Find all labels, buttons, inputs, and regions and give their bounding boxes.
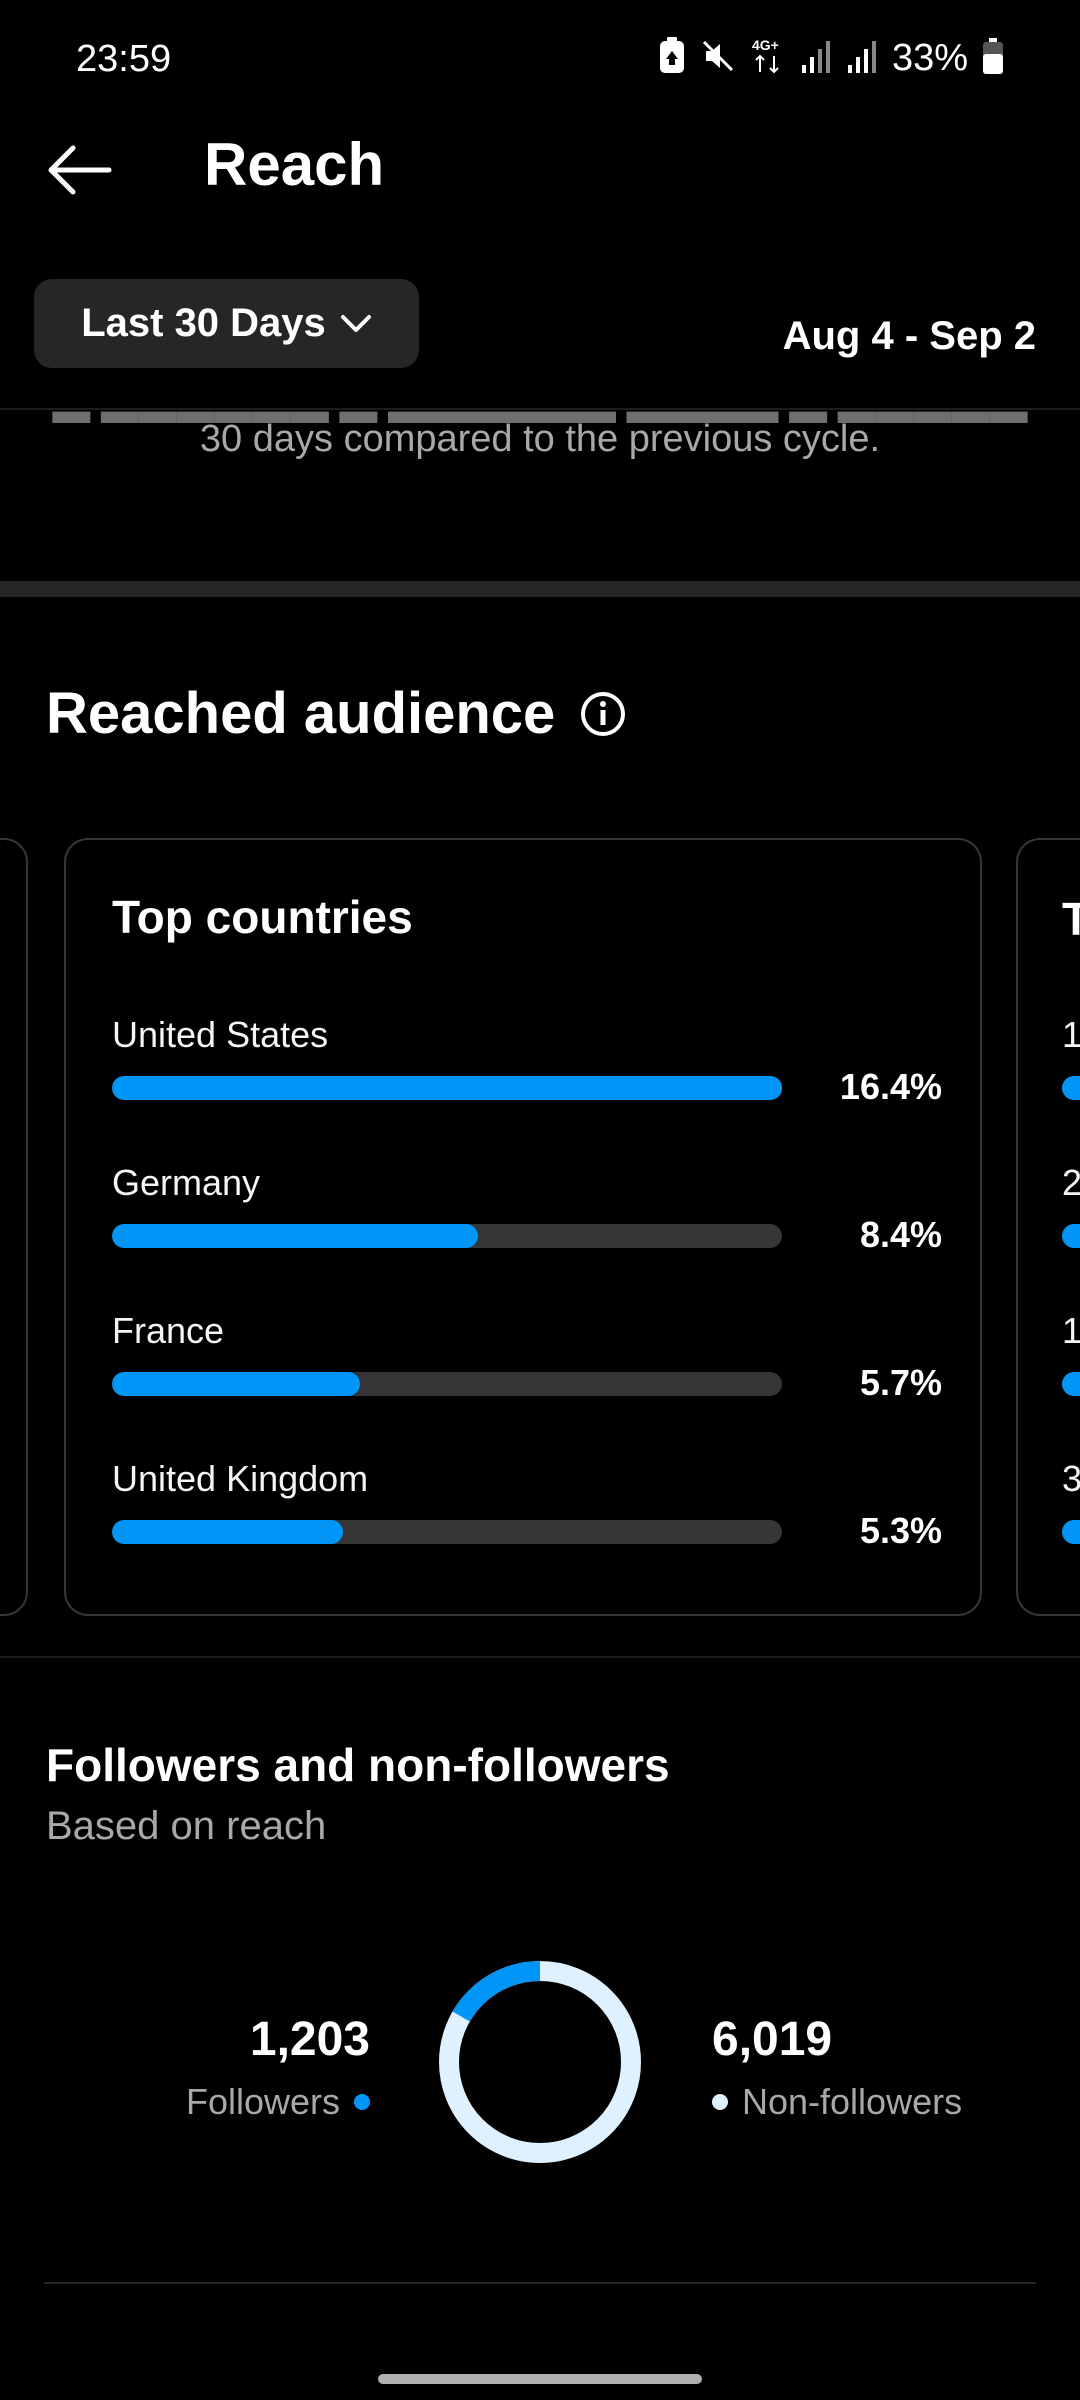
- scrolled-text-clip: ▬ ▬▬▬▬▬▬ ▬ ▬▬▬▬▬▬ ▬▬▬▬ ▬ ▬▬▬▬▬: [0, 410, 1080, 434]
- bottom-divider: [44, 2282, 1036, 2284]
- battery-percent: 33%: [891, 37, 968, 79]
- back-button[interactable]: [44, 134, 116, 206]
- previous-card-edge[interactable]: [0, 838, 28, 1616]
- svg-text:4G+: 4G+: [752, 37, 779, 53]
- country-bar-track: [112, 1520, 782, 1544]
- next-card-bar-peek: [1062, 1372, 1080, 1396]
- followers-label: Followers: [185, 2081, 340, 2122]
- country-name: United States: [112, 1014, 329, 1055]
- followers-dot-icon: [354, 2094, 370, 2110]
- country-percent: 5.7%: [859, 1362, 942, 1403]
- non-followers-stat: 6,019 Non-followers: [712, 2012, 962, 2123]
- country-name: France: [112, 1310, 225, 1351]
- top-countries-card[interactable]: Top countries United States 16.4% Germany 8…: [64, 838, 982, 1616]
- next-card-row-peek: 3: [1062, 1458, 1080, 1500]
- non-followers-count: 6,019: [712, 2013, 833, 2066]
- country-bar-track: [112, 1224, 782, 1248]
- non-followers-label: Non-followers: [742, 2081, 963, 2122]
- status-time: 23:59: [76, 38, 172, 80]
- followers-stat: 1,203 Followers: [186, 2012, 370, 2123]
- next-card-bar-peek: [1062, 1224, 1080, 1248]
- country-name: United Kingdom: [112, 1458, 369, 1499]
- followers-section-subtitle: Based on reach: [46, 1804, 327, 1848]
- country-bar-track: [112, 1076, 782, 1100]
- signal-icon: [800, 39, 832, 78]
- info-icon[interactable]: [579, 690, 627, 738]
- country-percent: 5.3%: [859, 1510, 942, 1551]
- status-icons: 4G+ 33%: [658, 36, 1004, 81]
- date-range-dropdown[interactable]: Last 30 Days: [34, 279, 419, 368]
- header-divider: [0, 408, 1080, 410]
- chevron-down-icon: [340, 314, 371, 332]
- section-divider: [0, 581, 1080, 597]
- country-row: Germany 8.4%: [112, 1162, 942, 1272]
- page-title: Reach: [204, 131, 385, 198]
- scrolled-text-remnant: ▬ ▬▬▬▬▬▬ ▬ ▬▬▬▬▬▬ ▬▬▬▬ ▬ ▬▬▬▬▬: [52, 410, 1028, 432]
- reached-audience-title: Reached audience: [46, 681, 556, 746]
- mid-divider: [0, 1656, 1080, 1658]
- country-percent: 16.4%: [839, 1066, 942, 1107]
- battery-icon: [982, 38, 1004, 79]
- country-row: United States 16.4%: [112, 1014, 942, 1124]
- non-followers-legend: Non-followers: [712, 2081, 962, 2123]
- next-card-bar-peek: [1062, 1520, 1080, 1544]
- arrow-left-icon: [48, 145, 112, 195]
- country-name: Germany: [112, 1162, 261, 1203]
- battery-saver-icon: [658, 37, 686, 80]
- home-indicator[interactable]: [378, 2374, 702, 2384]
- next-card-bar-peek: [1062, 1076, 1080, 1100]
- followers-count: 1,203: [249, 2013, 370, 2066]
- next-card-row-peek: 1: [1062, 1310, 1080, 1352]
- country-bar-track: [112, 1372, 782, 1396]
- reach-description: 30 days compared to the previous cycle.: [199, 418, 881, 460]
- next-card-row-peek: 1: [1062, 1014, 1080, 1056]
- followers-section-title: Followers and non-followers: [46, 1739, 670, 1791]
- mute-icon: [700, 38, 736, 79]
- country-row: United Kingdom 5.3%: [112, 1458, 942, 1568]
- donut-followers-segment: [439, 1961, 641, 2163]
- country-bar-fill: [112, 1224, 478, 1248]
- status-bar: 23:59 4G+ 33%: [0, 0, 1080, 120]
- country-bar-fill: [112, 1076, 782, 1100]
- next-card-edge[interactable]: T 1 2 1 3: [1016, 838, 1080, 1616]
- network-4g-icon: 4G+: [750, 36, 786, 81]
- non-followers-dot-icon: [712, 2094, 728, 2110]
- top-countries-title: Top countries: [112, 891, 413, 943]
- date-range-dropdown-label: Last 30 Days: [81, 301, 326, 345]
- next-card-title-peek: T: [1062, 892, 1080, 946]
- country-row: France 5.7%: [112, 1310, 942, 1420]
- country-bar-fill: [112, 1520, 343, 1544]
- reached-audience-heading: Reached audience: [46, 680, 627, 747]
- followers-legend: Followers: [186, 2081, 370, 2123]
- next-card-row-peek: 2: [1062, 1162, 1080, 1204]
- followers-donut-chart: [439, 1961, 641, 2163]
- country-bar-fill: [112, 1372, 361, 1396]
- country-percent: 8.4%: [859, 1214, 942, 1255]
- date-range-text: Aug 4 - Sep 2: [782, 314, 1036, 358]
- signal-icon-2: [846, 39, 878, 78]
